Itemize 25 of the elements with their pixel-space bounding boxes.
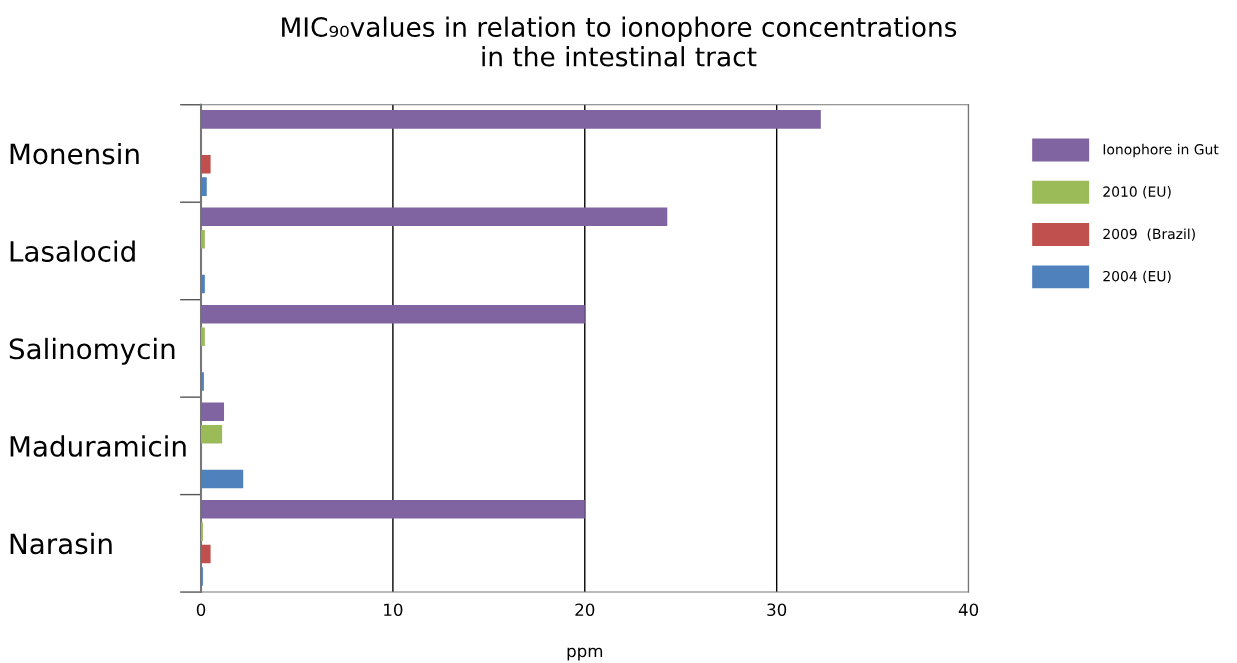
bar <box>201 207 668 227</box>
legend-label: Ionophore in Gut <box>1103 143 1219 158</box>
bar <box>201 544 211 564</box>
x-axis-title: ppm <box>567 647 603 661</box>
bar <box>201 499 585 519</box>
x-tick-label: 0 <box>196 603 206 617</box>
bar <box>201 305 585 324</box>
x-tick-label: 30 <box>767 603 787 617</box>
x-tick-label: 20 <box>575 603 595 617</box>
y-tick-label: Monensin <box>10 142 139 165</box>
bar <box>201 154 211 174</box>
chart-title: MIC₉₀values in relation to ionophore concentrations in the intestinal tract <box>282 16 957 67</box>
y-tick-label: Narasin <box>10 532 112 555</box>
legend-label: 2010 (EU) <box>1103 186 1171 199</box>
x-tick-label: 10 <box>384 603 403 617</box>
bar <box>201 424 223 444</box>
y-tick-label: Lasalocid <box>10 240 135 262</box>
y-tick-label: Maduramicin <box>10 435 186 457</box>
bar <box>201 110 821 129</box>
legend-label: 2009 (Brazil) <box>1103 228 1195 241</box>
bar <box>201 469 244 489</box>
bar <box>201 402 225 422</box>
legend-label: 2004 (EU) <box>1103 270 1171 284</box>
x-tick-label: 40 <box>958 603 979 617</box>
y-tick-label: Salinomycin <box>9 337 175 365</box>
